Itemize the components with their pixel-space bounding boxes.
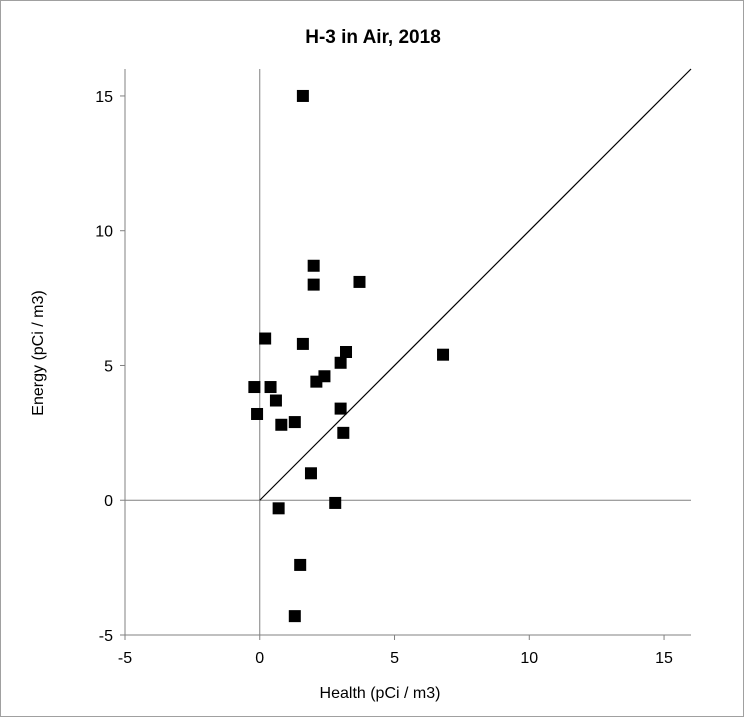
data-point xyxy=(310,375,323,388)
data-point xyxy=(259,332,272,345)
data-point xyxy=(275,418,288,431)
data-point xyxy=(288,416,301,429)
x-ticks: -5 0 5 10 15 xyxy=(118,635,673,667)
y-tick-label: -5 xyxy=(99,628,113,645)
data-point xyxy=(307,259,320,272)
data-point xyxy=(329,496,342,509)
data-point xyxy=(304,467,317,480)
data-point xyxy=(296,89,309,102)
data-point xyxy=(334,402,347,415)
y-ticks: -5 0 5 10 15 xyxy=(95,89,125,645)
data-point xyxy=(337,426,350,439)
data-point xyxy=(251,407,264,420)
data-point xyxy=(248,381,261,394)
y-tick-label: 15 xyxy=(95,89,113,106)
data-point xyxy=(353,275,366,288)
x-tick-label: 15 xyxy=(655,650,673,667)
data-point xyxy=(334,356,347,369)
y-axis-label: Energy (pCi / m3) xyxy=(30,290,47,415)
x-tick-label: 0 xyxy=(255,650,264,667)
data-point xyxy=(272,502,285,515)
data-point xyxy=(340,346,353,358)
reference-line xyxy=(259,68,692,501)
x-tick-label: 5 xyxy=(390,650,399,667)
data-points xyxy=(248,89,450,623)
y-tick-label: 5 xyxy=(104,358,113,375)
axes xyxy=(124,69,691,636)
y-tick-label: 10 xyxy=(95,224,113,241)
y-tick-label: 0 xyxy=(104,493,113,510)
data-point xyxy=(294,558,307,571)
x-axis-label: Health (pCi / m3) xyxy=(320,685,441,702)
data-point xyxy=(307,278,320,291)
data-point xyxy=(269,394,282,407)
data-point xyxy=(437,348,450,361)
chart-title: H-3 in Air, 2018 xyxy=(305,27,441,48)
data-point xyxy=(288,610,301,623)
data-point xyxy=(264,381,277,394)
data-point xyxy=(296,337,309,350)
x-tick-label: -5 xyxy=(118,650,132,667)
x-tick-label: 10 xyxy=(520,650,538,667)
